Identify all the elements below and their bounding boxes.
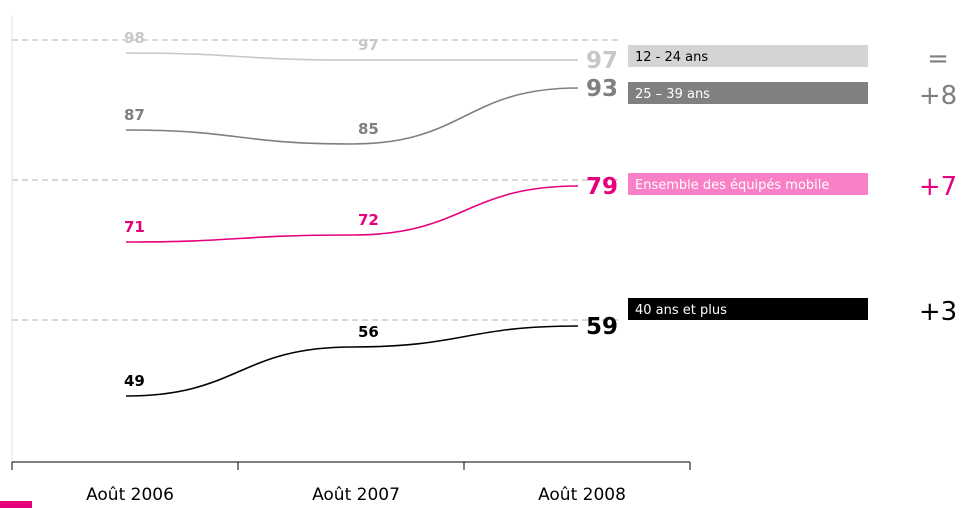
series-2: 71 72 79 (124, 174, 618, 243)
legend-swatch (628, 45, 868, 67)
series-3: 49 56 59 (124, 314, 618, 397)
legend-item-0: 12 - 24 ans = (628, 44, 949, 74)
corner-marker (0, 501, 32, 508)
x-tick-label: Août 2007 (312, 485, 400, 505)
legend-swatch (628, 173, 868, 195)
series-group: 98 97 97 87 85 93 71 72 79 49 56 59 (124, 29, 618, 397)
x-axis: Août 2006 Août 2007 Août 2008 (11, 15, 691, 505)
x-tick-label: Août 2006 (86, 485, 174, 505)
legend: 12 - 24 ans = 25 – 39 ans +8 Ensemble des éq… (628, 44, 957, 327)
data-label: 49 (124, 372, 145, 390)
legend-swatch (628, 298, 868, 320)
legend-swatch (628, 82, 868, 104)
legend-item-1: 25 – 39 ans +8 (628, 81, 957, 111)
data-label: 71 (124, 218, 145, 236)
x-tick-label: Août 2008 (538, 485, 626, 505)
delta-value: +3 (919, 297, 957, 327)
delta-value: = (927, 44, 949, 74)
legend-label: Ensemble des équipés mobile (635, 178, 829, 193)
data-label: 98 (124, 29, 145, 47)
legend-item-3: 40 ans et plus +3 (628, 297, 957, 327)
data-label-end: 79 (586, 174, 618, 200)
series-line (125, 87, 579, 145)
data-label-end: 59 (586, 314, 618, 340)
data-label-end: 97 (586, 48, 618, 74)
series-1: 87 85 93 (124, 76, 618, 145)
data-label: 97 (358, 36, 379, 54)
legend-label: 12 - 24 ans (635, 50, 708, 65)
legend-item-2: Ensemble des équipés mobile +7 (628, 172, 957, 202)
data-label: 87 (124, 106, 145, 124)
series-line (125, 325, 579, 397)
data-label-end: 93 (586, 76, 618, 102)
grid-lines (12, 39, 620, 321)
data-label: 72 (358, 211, 379, 229)
series-line (125, 185, 579, 243)
delta-value: +8 (919, 81, 957, 111)
delta-value: +7 (919, 172, 957, 202)
series-line (125, 52, 578, 61)
data-label: 56 (358, 323, 379, 341)
legend-label: 40 ans et plus (635, 303, 727, 318)
series-0: 98 97 97 (124, 29, 618, 74)
legend-label: 25 – 39 ans (635, 87, 710, 102)
data-label: 85 (358, 120, 379, 138)
